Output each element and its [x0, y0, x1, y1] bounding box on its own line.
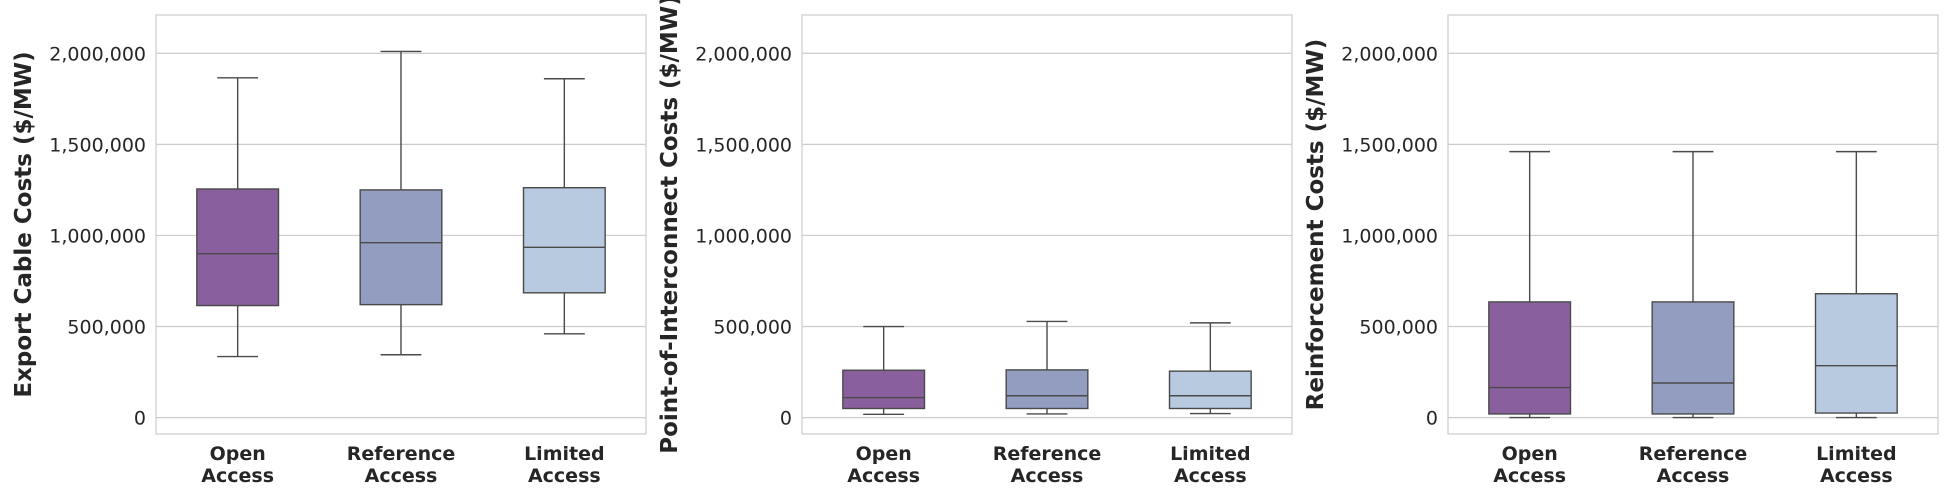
- reinforcement-y-tick-label: 1,000,000: [1341, 225, 1438, 247]
- point-of-interconnect-y-tick-label: 2,000,000: [695, 43, 792, 65]
- iqr-box: [1005, 369, 1089, 410]
- reinforcement-y-tick-label: 2,000,000: [1341, 43, 1438, 65]
- point-of-interconnect-axes-frame: [801, 14, 1293, 435]
- reinforcement-y-axis-title: Reinforcement Costs ($/MW): [1303, 39, 1329, 411]
- export-cable-x-tick-label: Open Access: [201, 443, 274, 487]
- export-cable-y-tick-label: 1,500,000: [49, 134, 146, 156]
- iqr-box: [196, 188, 280, 307]
- reinforcement-y-tick-label: 500,000: [1359, 317, 1438, 339]
- point-of-interconnect-box-open-access: [842, 325, 926, 416]
- reinforcement-box-limited-access: [1814, 150, 1898, 419]
- reinforcement-x-tick-label: Open Access: [1493, 443, 1566, 487]
- reinforcement-axes-frame: [1447, 14, 1939, 435]
- export-cable-box-reference-access: [359, 50, 443, 356]
- reinforcement-y-tick-label: 0: [1426, 408, 1438, 430]
- reinforcement-x-tick-label: Limited Access: [1816, 443, 1897, 487]
- iqr-box: [842, 369, 926, 410]
- point-of-interconnect-y-tick-label: 1,500,000: [695, 134, 792, 156]
- export-cable-y-tick-label: 2,000,000: [49, 43, 146, 65]
- export-cable-panel: 0 500,000 1,000,000 1,500,000 2,000,000 Expor…: [11, 14, 647, 487]
- iqr-box: [359, 189, 443, 306]
- point-of-interconnect-panel: 0 500,000 1,000,000 1,500,000 2,000,000 Point…: [657, 0, 1293, 487]
- point-of-interconnect-x-tick-label: Reference Access: [993, 443, 1102, 487]
- point-of-interconnect-y-tick-label: 1,000,000: [695, 225, 792, 247]
- export-cable-y-axis-title: Export Cable Costs ($/MW): [11, 51, 37, 397]
- point-of-interconnect-box-reference-access: [1005, 320, 1089, 415]
- reinforcement-box-open-access: [1488, 150, 1572, 419]
- export-cable-y-tick-label: 500,000: [67, 317, 146, 339]
- reinforcement-x-tick-label: Reference Access: [1639, 443, 1748, 487]
- point-of-interconnect-x-tick-label: Limited Access: [1170, 443, 1251, 487]
- export-cable-x-tick-label: Limited Access: [524, 443, 605, 487]
- reinforcement-box-reference-access: [1651, 150, 1735, 419]
- export-cable-box-open-access: [196, 77, 280, 358]
- point-of-interconnect-y-tick-label: 500,000: [713, 317, 792, 339]
- export-cable-axes-frame: [155, 14, 647, 435]
- point-of-interconnect-y-tick-label: 0: [780, 408, 792, 430]
- export-cable-x-tick-label: Reference Access: [347, 443, 456, 487]
- iqr-box: [1488, 301, 1572, 415]
- export-cable-box-limited-access: [522, 78, 606, 335]
- point-of-interconnect-x-tick-label: Open Access: [847, 443, 920, 487]
- point-of-interconnect-y-axis-title: Point-of-Interconnect Costs ($/MW): [657, 0, 683, 454]
- reinforcement-y-tick-label: 1,500,000: [1341, 134, 1438, 156]
- iqr-box: [522, 187, 606, 294]
- iqr-box: [1168, 370, 1252, 410]
- iqr-box: [1814, 293, 1898, 414]
- export-cable-y-tick-label: 1,000,000: [49, 225, 146, 247]
- iqr-box: [1651, 301, 1735, 415]
- reinforcement-panel: 0 500,000 1,000,000 1,500,000 2,000,000 Reinf…: [1303, 14, 1939, 487]
- export-cable-y-tick-label: 0: [134, 408, 146, 430]
- point-of-interconnect-box-limited-access: [1168, 322, 1252, 415]
